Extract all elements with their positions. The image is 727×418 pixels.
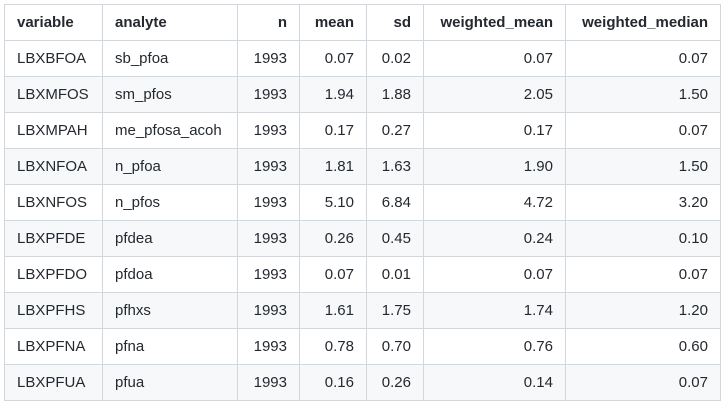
cell-n: 1993 xyxy=(237,292,300,329)
cell-weighted-median: 0.10 xyxy=(565,220,721,257)
cell-analyte: n_pfoa xyxy=(102,148,238,185)
table-row: LBXBFOA sb_pfoa 1993 0.07 0.02 0.07 0.07 xyxy=(4,40,721,77)
cell-mean: 1.94 xyxy=(299,76,367,113)
cell-variable: LBXPFDE xyxy=(4,220,103,257)
column-header-weighted-median: weighted_median xyxy=(565,4,721,41)
table-row: LBXPFDO pfdoa 1993 0.07 0.01 0.07 0.07 xyxy=(4,256,721,293)
cell-weighted-mean: 4.72 xyxy=(423,184,566,221)
cell-analyte: pfhxs xyxy=(102,292,238,329)
cell-variable: LBXMPAH xyxy=(4,112,103,149)
table-body: LBXBFOA sb_pfoa 1993 0.07 0.02 0.07 0.07 LBXMFO… xyxy=(4,40,721,401)
cell-weighted-median: 0.07 xyxy=(565,40,721,77)
cell-weighted-mean: 0.76 xyxy=(423,328,566,365)
cell-n: 1993 xyxy=(237,328,300,365)
cell-sd: 0.26 xyxy=(366,364,424,401)
cell-analyte: sm_pfos xyxy=(102,76,238,113)
cell-mean: 0.16 xyxy=(299,364,367,401)
cell-variable: LBXBFOA xyxy=(4,40,103,77)
cell-analyte: pfdoa xyxy=(102,256,238,293)
column-header-sd: sd xyxy=(366,4,424,41)
cell-n: 1993 xyxy=(237,112,300,149)
column-header-analyte: analyte xyxy=(102,4,238,41)
cell-analyte: pfna xyxy=(102,328,238,365)
cell-n: 1993 xyxy=(237,184,300,221)
cell-variable: LBXNFOS xyxy=(4,184,103,221)
cell-mean: 1.61 xyxy=(299,292,367,329)
cell-sd: 6.84 xyxy=(366,184,424,221)
cell-sd: 0.02 xyxy=(366,40,424,77)
column-header-mean: mean xyxy=(299,4,367,41)
cell-n: 1993 xyxy=(237,256,300,293)
cell-variable: LBXMFOS xyxy=(4,76,103,113)
table-row: LBXPFDE pfdea 1993 0.26 0.45 0.24 0.10 xyxy=(4,220,721,257)
cell-weighted-median: 0.07 xyxy=(565,112,721,149)
cell-mean: 1.81 xyxy=(299,148,367,185)
table-row: LBXMPAH me_pfosa_acoh 1993 0.17 0.27 0.17 0.07 xyxy=(4,112,721,149)
cell-analyte: pfua xyxy=(102,364,238,401)
cell-variable: LBXPFUA xyxy=(4,364,103,401)
cell-analyte: sb_pfoa xyxy=(102,40,238,77)
cell-weighted-mean: 0.14 xyxy=(423,364,566,401)
cell-sd: 1.63 xyxy=(366,148,424,185)
cell-weighted-mean: 0.07 xyxy=(423,40,566,77)
cell-n: 1993 xyxy=(237,40,300,77)
table-row: LBXNFOA n_pfoa 1993 1.81 1.63 1.90 1.50 xyxy=(4,148,721,185)
cell-sd: 0.70 xyxy=(366,328,424,365)
cell-sd: 0.45 xyxy=(366,220,424,257)
table-container: variable analyte n mean sd weighted_mean… xyxy=(4,4,721,401)
cell-sd: 1.75 xyxy=(366,292,424,329)
table-row: LBXNFOS n_pfos 1993 5.10 6.84 4.72 3.20 xyxy=(4,184,721,221)
cell-weighted-median: 0.07 xyxy=(565,364,721,401)
cell-mean: 0.26 xyxy=(299,220,367,257)
table-header: variable analyte n mean sd weighted_mean… xyxy=(4,4,721,41)
cell-variable: LBXPFHS xyxy=(4,292,103,329)
cell-mean: 0.07 xyxy=(299,40,367,77)
cell-weighted-median: 0.60 xyxy=(565,328,721,365)
cell-n: 1993 xyxy=(237,76,300,113)
cell-weighted-median: 1.50 xyxy=(565,148,721,185)
cell-sd: 0.27 xyxy=(366,112,424,149)
cell-variable: LBXNFOA xyxy=(4,148,103,185)
cell-analyte: n_pfos xyxy=(102,184,238,221)
cell-weighted-mean: 0.07 xyxy=(423,256,566,293)
table-row: LBXPFUA pfua 1993 0.16 0.26 0.14 0.07 xyxy=(4,364,721,401)
cell-sd: 1.88 xyxy=(366,76,424,113)
column-header-variable: variable xyxy=(4,4,103,41)
cell-sd: 0.01 xyxy=(366,256,424,293)
table-row: LBXPFNA pfna 1993 0.78 0.70 0.76 0.60 xyxy=(4,328,721,365)
cell-mean: 5.10 xyxy=(299,184,367,221)
header-row: variable analyte n mean sd weighted_mean… xyxy=(4,4,721,41)
cell-weighted-mean: 0.24 xyxy=(423,220,566,257)
cell-mean: 0.17 xyxy=(299,112,367,149)
data-table: variable analyte n mean sd weighted_mean… xyxy=(4,4,721,401)
cell-weighted-mean: 1.74 xyxy=(423,292,566,329)
cell-mean: 0.07 xyxy=(299,256,367,293)
cell-variable: LBXPFNA xyxy=(4,328,103,365)
cell-weighted-mean: 1.90 xyxy=(423,148,566,185)
cell-analyte: me_pfosa_acoh xyxy=(102,112,238,149)
cell-n: 1993 xyxy=(237,364,300,401)
cell-weighted-median: 3.20 xyxy=(565,184,721,221)
cell-weighted-median: 0.07 xyxy=(565,256,721,293)
cell-analyte: pfdea xyxy=(102,220,238,257)
cell-n: 1993 xyxy=(237,220,300,257)
table-row: LBXMFOS sm_pfos 1993 1.94 1.88 2.05 1.50 xyxy=(4,76,721,113)
column-header-n: n xyxy=(237,4,300,41)
column-header-weighted-mean: weighted_mean xyxy=(423,4,566,41)
cell-n: 1993 xyxy=(237,148,300,185)
cell-weighted-mean: 0.17 xyxy=(423,112,566,149)
cell-weighted-mean: 2.05 xyxy=(423,76,566,113)
cell-weighted-median: 1.20 xyxy=(565,292,721,329)
cell-variable: LBXPFDO xyxy=(4,256,103,293)
cell-mean: 0.78 xyxy=(299,328,367,365)
cell-weighted-median: 1.50 xyxy=(565,76,721,113)
table-row: LBXPFHS pfhxs 1993 1.61 1.75 1.74 1.20 xyxy=(4,292,721,329)
